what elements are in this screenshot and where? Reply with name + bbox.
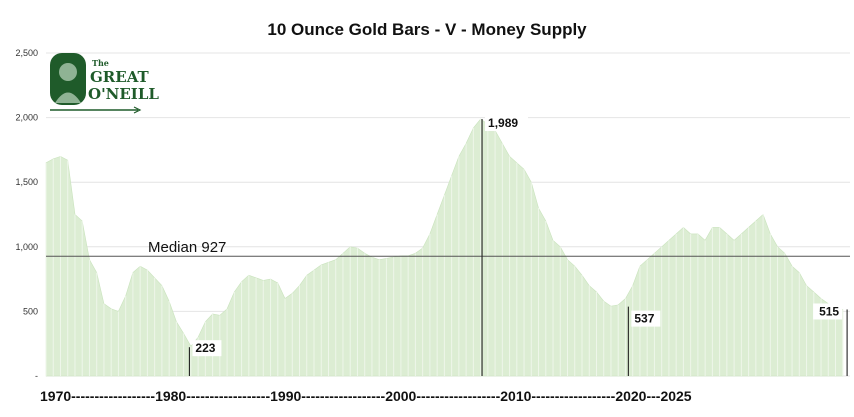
x-axis-labels: 1970------------------1980--------------…: [40, 388, 692, 404]
y-axis: - 500 1,000 1,500 2,000 2,500: [15, 48, 38, 381]
annotation-label-bg: [485, 115, 529, 132]
annotation-label-bg: [813, 303, 843, 320]
logo-text-line2: O'NEILL: [88, 85, 159, 103]
median-line-group: Median 927: [46, 239, 850, 257]
logo-face-icon: [59, 63, 77, 81]
logo-text-the: The: [92, 58, 109, 68]
y-tick-label: 1,000: [15, 242, 38, 252]
logo-shoulders-icon: [55, 92, 81, 103]
y-tick-label: 1,500: [15, 177, 38, 187]
data-label: 515: [819, 304, 839, 318]
y-tick-label: -: [35, 371, 38, 381]
y-tick-label: 2,000: [15, 113, 38, 123]
data-label: 1,989: [488, 116, 518, 130]
data-label: 223: [195, 341, 215, 355]
annotations: 223 1,989 537 515: [188, 115, 848, 376]
median-label: Median 927: [148, 239, 226, 256]
logo-text-line1: GREAT: [90, 68, 150, 86]
chart-title: 10 Ounce Gold Bars - V - Money Supply: [267, 20, 587, 39]
y-tick-label: 2,500: [15, 48, 38, 58]
logo-arrow-icon: [133, 106, 142, 114]
y-tick-label: 500: [23, 306, 38, 316]
data-label: 537: [634, 312, 654, 326]
logo: The GREAT O'NEILL: [50, 53, 159, 114]
annotation-label-bg: [192, 340, 222, 357]
annotation-label-bg: [631, 310, 661, 327]
